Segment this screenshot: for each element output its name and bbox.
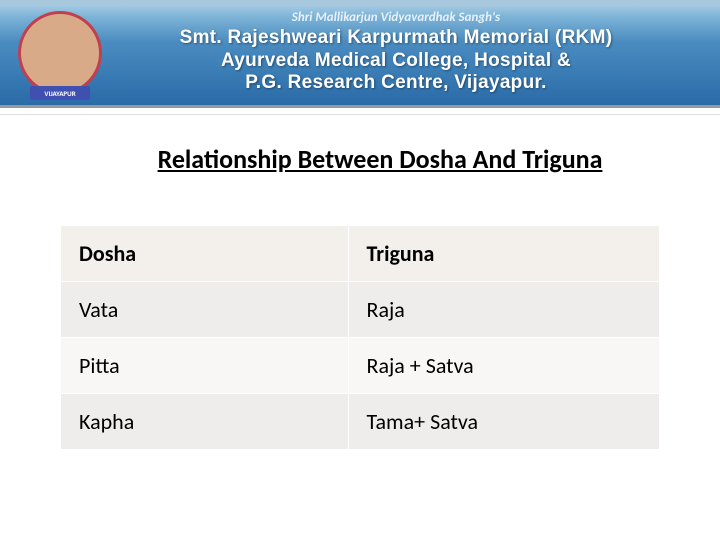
table-cell: Raja <box>348 282 659 338</box>
institution-logo: VIJAYAPUR <box>18 11 102 95</box>
header-banner: VIJAYAPUR Shri Mallikarjun Vidyavardhak … <box>0 0 720 108</box>
header-text-block: Shri Mallikarjun Vidyavardhak Sangh's Sm… <box>102 10 720 95</box>
table-row: Vata Raja <box>61 282 660 338</box>
header-subtitle-1: Ayurveda Medical College, Hospital & <box>102 50 690 73</box>
table-cell: Raja + Satva <box>348 338 659 394</box>
dosha-triguna-table: Dosha Triguna Vata Raja Pitta Raja + Sat… <box>60 225 660 450</box>
table-cell: Tama+ Satva <box>348 394 659 450</box>
table-row: Pitta Raja + Satva <box>61 338 660 394</box>
table-row: Kapha Tama+ Satva <box>61 394 660 450</box>
logo-badge: VIJAYAPUR <box>31 87 89 101</box>
header-institution-name: Smt. Rajeshweari Karpurmath Memorial (RK… <box>102 27 690 50</box>
header-affiliation: Shri Mallikarjun Vidyavardhak Sangh's <box>102 10 690 25</box>
table-header-cell: Triguna <box>348 226 659 282</box>
table-header-row: Dosha Triguna <box>61 226 660 282</box>
table-cell: Vata <box>61 282 349 338</box>
table-cell: Pitta <box>61 338 349 394</box>
slide-title: Relationship Between Dosha And Triguna <box>100 143 660 175</box>
slide-content: Relationship Between Dosha And Triguna D… <box>0 115 720 450</box>
header-subtitle-2: P.G. Research Centre, Vijayapur. <box>102 72 690 95</box>
table-header-cell: Dosha <box>61 226 349 282</box>
table-cell: Kapha <box>61 394 349 450</box>
